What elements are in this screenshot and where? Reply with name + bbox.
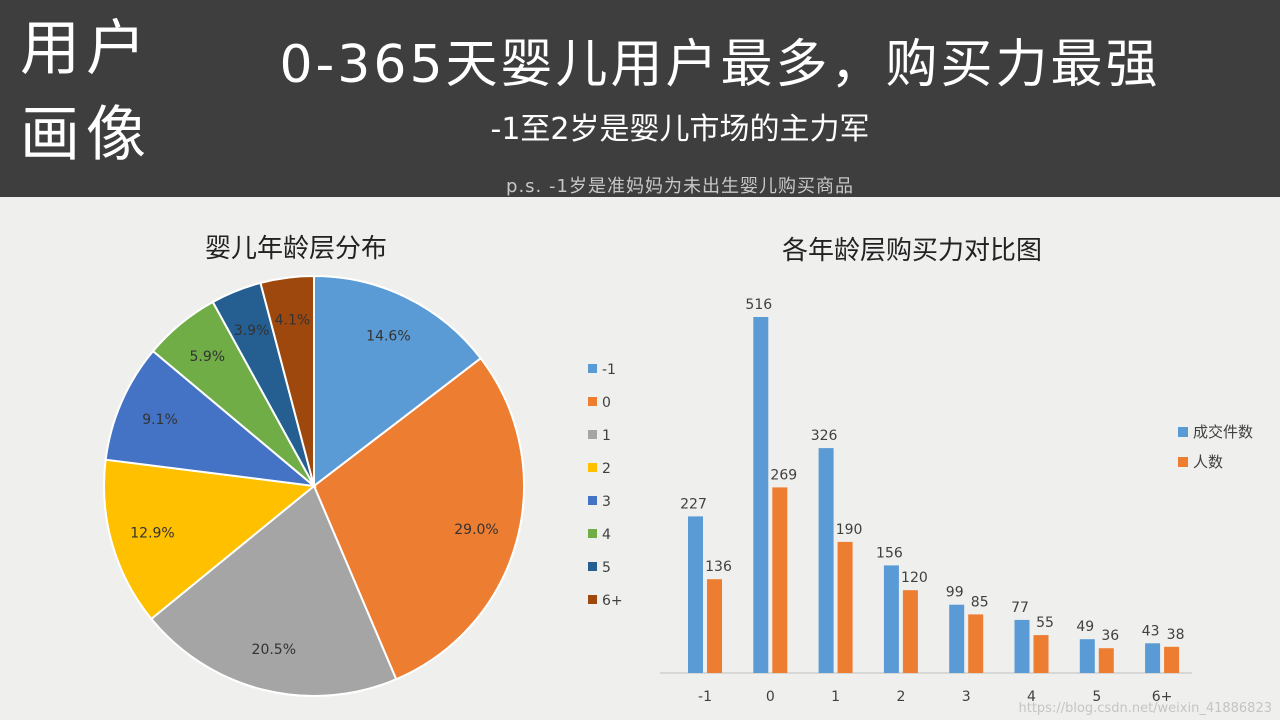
page-subtitle: -1至2岁是婴儿市场的主力军 (490, 112, 870, 147)
pie-legend-label: 3 (602, 494, 611, 510)
x-tick-label: 0 (766, 689, 775, 705)
pie-legend-label: 4 (602, 527, 611, 543)
pie-slice-1 (149, 484, 398, 697)
pie-legend-swatch (588, 463, 597, 472)
bar-data-label: 516 (745, 297, 772, 313)
bar-legend-swatch (1178, 427, 1188, 437)
pie-chart: 14.6% 29.0% 20.5% 12.9% 9.1% 5.9% 3.9% 4.1% -1 0 1… (103, 274, 623, 697)
header-banner: 用户 画像 0-365天婴儿用户最多，购买力最强 -1至2岁是婴儿市场的主力军 … (0, 0, 1280, 197)
bar-buyers-6+ (1164, 646, 1180, 673)
pie-data-label: 29.0% (454, 522, 498, 538)
pie-slice-6+ (259, 274, 315, 487)
bar-legend-label: 人数 (1193, 453, 1223, 471)
pie-slice-2 (103, 458, 317, 621)
section-label-line2: 画像 (20, 100, 152, 170)
page-note: p.s. -1岁是准妈妈为未出生婴儿购买商品 (506, 176, 854, 197)
bar-legend-label: 成交件数 (1193, 423, 1253, 441)
bar-data-label: 190 (836, 522, 863, 538)
bar-data-label: 55 (1036, 615, 1054, 631)
bar-deals-5 (1079, 639, 1095, 673)
bar-buyers-2 (902, 590, 918, 673)
bar-data-label: 326 (811, 428, 838, 444)
bar-data-label: 38 (1167, 627, 1185, 643)
pie-slice--1 (313, 274, 483, 489)
bar-data-label: 136 (705, 559, 732, 575)
bar-data-label: 43 (1142, 623, 1160, 639)
bar-deals-4 (1014, 619, 1030, 673)
bar-deals-6+ (1145, 643, 1161, 673)
pie-data-label: 12.9% (130, 525, 174, 541)
pie-legend-swatch (588, 595, 597, 604)
bar-buyers-1 (837, 541, 853, 673)
x-tick-label: 3 (962, 689, 971, 705)
bar-data-label: 99 (946, 585, 964, 601)
bar-data-label: 269 (770, 467, 797, 483)
pie-data-label: 3.9% (234, 323, 270, 339)
pie-data-label: 4.1% (275, 312, 311, 328)
bar-deals-1 (818, 448, 834, 673)
bar-deals--1 (688, 516, 703, 673)
pie-legend-swatch (588, 496, 597, 505)
pie-data-label: 20.5% (252, 642, 296, 658)
x-tick-label: 2 (896, 689, 905, 705)
pie-legend-swatch (588, 364, 597, 373)
bar-buyers--1 (707, 579, 722, 673)
bar-deals-2 (883, 565, 899, 673)
bar-data-label: 36 (1101, 628, 1119, 644)
bar-chart-title: 各年龄层购买力对比图 (782, 236, 1043, 266)
pie-legend-label: 2 (602, 461, 611, 477)
x-tick-label: 5 (1092, 689, 1101, 705)
pie-slice-3 (104, 349, 318, 488)
bar-legend-swatch (1178, 457, 1188, 467)
pie-legend-swatch (588, 529, 597, 538)
pie-legend-label: 1 (602, 428, 611, 444)
bar-data-label: 77 (1011, 600, 1029, 616)
pie-legend-label: -1 (602, 362, 616, 378)
pie-data-label: 9.1% (142, 412, 178, 428)
section-label-line1: 用户 (20, 14, 152, 84)
x-tick-label: 6+ (1152, 689, 1173, 705)
bar-buyers-4 (1033, 635, 1049, 673)
pie-data-label: 14.6% (366, 328, 410, 344)
bar-data-label: 49 (1076, 619, 1094, 635)
pie-legend-label: 5 (602, 560, 611, 576)
x-tick-label: -1 (698, 689, 712, 705)
pie-legend-swatch (588, 430, 597, 439)
bar-deals-0 (753, 317, 769, 673)
bar-buyers-0 (772, 487, 788, 673)
bar-buyers-5 (1098, 648, 1114, 673)
bar-chart: 227 136 -1 516 269 0 326 190 1 156 120 2 99 85 3 77 55 4 4… (660, 297, 1253, 705)
watermark-text: https://blog.csdn.net/weixin_41886823 (1018, 701, 1272, 716)
x-tick-label: 4 (1027, 689, 1036, 705)
x-tick-label: 1 (831, 689, 840, 705)
bar-deals-3 (949, 604, 965, 673)
bar-buyers-3 (968, 614, 984, 673)
pie-slice-0 (312, 356, 525, 681)
pie-data-label: 5.9% (190, 349, 226, 365)
bar-data-label: 120 (901, 570, 928, 586)
bar-data-label: 156 (876, 545, 903, 561)
pie-legend-swatch (588, 562, 597, 571)
pie-legend-label: 0 (602, 395, 611, 411)
pie-legend-swatch (588, 397, 597, 406)
page-title: 0-365天婴儿用户最多，购买力最强 (279, 35, 1161, 95)
bar-data-label: 85 (971, 594, 989, 610)
pie-chart-title: 婴儿年龄层分布 (205, 234, 388, 264)
pie-legend-label: 6+ (602, 593, 623, 609)
bar-data-label: 227 (680, 496, 707, 512)
